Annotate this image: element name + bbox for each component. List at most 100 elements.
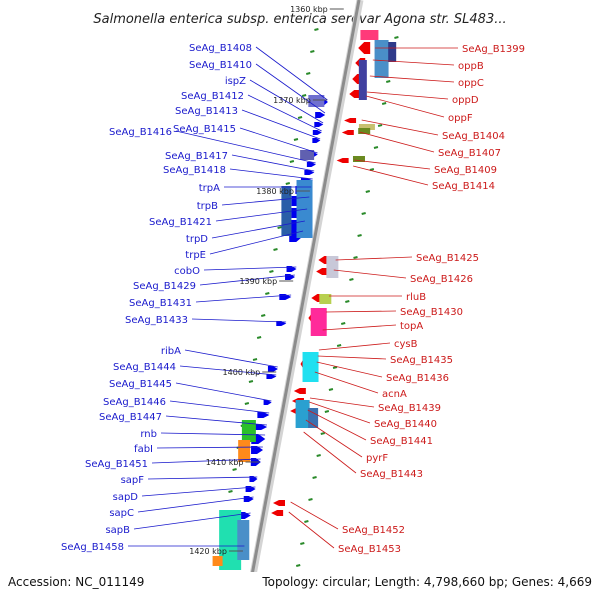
tick-mark bbox=[349, 278, 354, 281]
tick-mark bbox=[353, 256, 358, 259]
reverse-gene-arrow bbox=[293, 388, 306, 394]
left-gene-label: sapD bbox=[113, 492, 139, 503]
right-gene-label: SeAg_B1452 bbox=[342, 525, 405, 536]
gene-block bbox=[241, 420, 256, 442]
gene-block bbox=[326, 256, 339, 278]
tick-mark bbox=[285, 182, 291, 185]
leader-line bbox=[305, 419, 363, 458]
leader-line bbox=[151, 458, 261, 464]
right-gene-label: SeAg_B1443 bbox=[360, 469, 423, 480]
left-gene-label: trpA bbox=[199, 183, 220, 194]
leader-line bbox=[209, 230, 304, 255]
left-gene-label: sapF bbox=[121, 475, 145, 486]
forward-gene-arrow bbox=[304, 170, 315, 175]
tick-mark bbox=[314, 28, 319, 31]
right-gene-label: SeAg_B1453 bbox=[338, 544, 401, 555]
gene-block bbox=[237, 520, 250, 560]
tick-mark bbox=[316, 454, 321, 457]
leader-line bbox=[314, 371, 379, 394]
tick-mark bbox=[265, 292, 270, 295]
right-gene-label: SeAg_B1399 bbox=[462, 44, 525, 55]
left-gene-label: trpE bbox=[185, 250, 206, 261]
tick-mark bbox=[289, 160, 295, 163]
leader-line bbox=[335, 256, 413, 261]
left-gene-label: sapC bbox=[109, 508, 134, 519]
right-gene-label: SeAg_B1440 bbox=[374, 419, 437, 430]
tick-mark bbox=[324, 410, 330, 413]
tick-mark bbox=[228, 490, 233, 493]
right-gene-label: rluB bbox=[406, 292, 426, 303]
tick-mark bbox=[310, 50, 315, 53]
left-gene-label: SeAg_B1415 bbox=[173, 124, 236, 135]
forward-gene-arrow bbox=[315, 112, 326, 118]
tick-mark bbox=[269, 270, 274, 273]
right-gene-label: SeAg_B1436 bbox=[386, 373, 449, 384]
map-title: Salmonella enterica subsp. enterica sero… bbox=[93, 12, 506, 27]
leader-line bbox=[191, 318, 287, 323]
left-gene-label: sapB bbox=[105, 525, 130, 536]
left-gene-label: SeAg_B1433 bbox=[125, 315, 188, 326]
left-gene-label: SeAg_B1451 bbox=[85, 459, 148, 470]
left-gene-label: SeAg_B1444 bbox=[113, 362, 176, 373]
right-gene-label: SeAg_B1439 bbox=[378, 403, 441, 414]
right-gene-label: SeAg_B1425 bbox=[416, 253, 479, 264]
leader-line bbox=[322, 324, 397, 331]
right-gene-label: oppC bbox=[458, 78, 484, 89]
left-gene-label: SeAg_B1447 bbox=[99, 412, 162, 423]
tick-mark bbox=[252, 358, 258, 361]
reverse-gene-arrow bbox=[336, 158, 349, 163]
leader-line bbox=[255, 63, 326, 114]
leader-line bbox=[316, 361, 383, 378]
tick-mark bbox=[244, 402, 250, 405]
leader-line bbox=[211, 220, 305, 239]
reverse-gene-arrow bbox=[349, 90, 360, 98]
forward-gene-arrow bbox=[314, 122, 324, 127]
left-gene-label: SeAg_B1410 bbox=[189, 60, 252, 71]
leader-line bbox=[169, 400, 270, 414]
reverse-gene-arrow bbox=[316, 268, 329, 275]
right-gene-label: acnA bbox=[382, 389, 407, 400]
leader-line bbox=[366, 91, 449, 100]
leader-line bbox=[137, 496, 254, 513]
tick-mark bbox=[273, 248, 278, 251]
right-gene-label: cysB bbox=[394, 339, 418, 350]
genome-backbone bbox=[244, 0, 364, 600]
right-gene-label: SeAg_B1414 bbox=[432, 181, 495, 192]
leader-line bbox=[307, 409, 367, 441]
leader-line bbox=[361, 119, 439, 136]
forward-gene-arrow bbox=[306, 162, 316, 167]
leader-line bbox=[333, 269, 407, 279]
leader-line bbox=[156, 446, 263, 449]
leader-line bbox=[175, 382, 272, 402]
leader-line bbox=[359, 131, 435, 153]
tick-mark bbox=[377, 124, 383, 127]
leader-line bbox=[325, 310, 397, 313]
leader-line bbox=[241, 109, 321, 140]
tick-mark bbox=[369, 168, 375, 171]
gene-block bbox=[352, 156, 365, 162]
tick-mark bbox=[260, 314, 266, 317]
tick-mark bbox=[293, 138, 299, 141]
scale-label: 1380 kbp bbox=[256, 187, 294, 196]
leader-line bbox=[317, 355, 387, 360]
gene-block bbox=[358, 60, 367, 100]
gene-block bbox=[388, 42, 397, 62]
left-gene-label: SeAg_B1413 bbox=[175, 106, 238, 117]
left-gene-label: ribA bbox=[161, 346, 181, 357]
backbone-line bbox=[245, 0, 361, 600]
leader-line bbox=[203, 266, 297, 271]
left-gene-label: SeAg_B1417 bbox=[165, 151, 228, 162]
leader-line bbox=[249, 79, 324, 124]
left-gene-label: SeAg_B1408 bbox=[189, 43, 252, 54]
gene-block bbox=[310, 308, 327, 336]
leader-line bbox=[195, 294, 292, 303]
tick-mark bbox=[340, 322, 346, 325]
left-gene-label: trpD bbox=[186, 234, 208, 245]
leader-line bbox=[160, 432, 266, 436]
tick-mark bbox=[312, 476, 317, 479]
gene-block bbox=[219, 510, 242, 570]
right-gene-label: SeAg_B1430 bbox=[400, 307, 463, 318]
forward-gene-arrow bbox=[267, 366, 278, 372]
leader-line bbox=[354, 159, 431, 170]
